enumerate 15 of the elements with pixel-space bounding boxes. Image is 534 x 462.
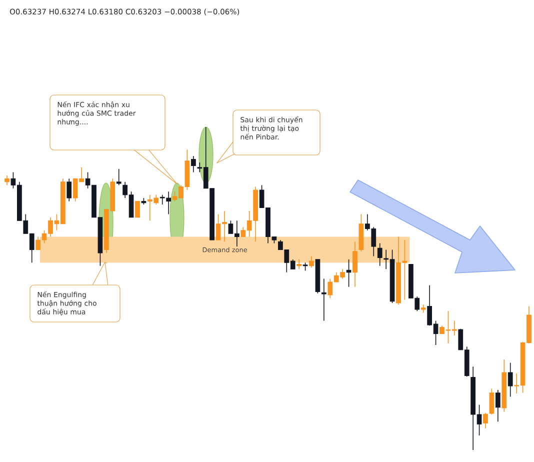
candlestick (66, 178, 72, 202)
candlestick (191, 156, 196, 173)
candlestick (116, 168, 122, 186)
candlestick (309, 256, 314, 268)
candlestick (346, 259, 352, 288)
candlestick (508, 362, 513, 398)
candlestick (296, 259, 302, 270)
candlestick (377, 242, 382, 266)
candlestick (489, 388, 494, 415)
candlestick (352, 241, 358, 288)
candlestick (4, 175, 10, 186)
candlestick (496, 390, 500, 422)
candlestick (135, 201, 140, 218)
candlestick (483, 412, 488, 429)
candlestick (322, 278, 326, 322)
